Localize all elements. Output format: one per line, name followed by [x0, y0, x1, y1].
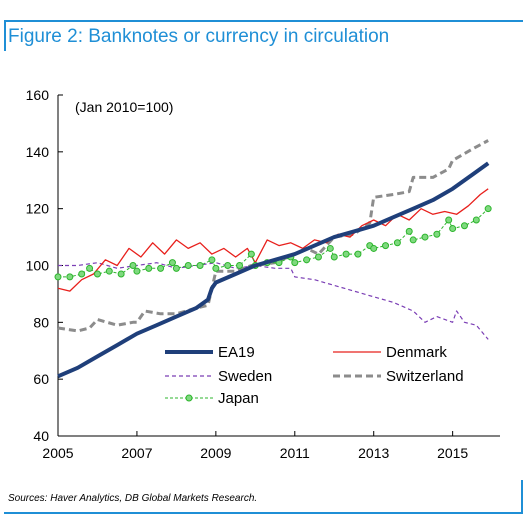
legend-item-sweden: Sweden	[165, 368, 272, 385]
y-tick-label: 40	[33, 428, 49, 444]
y-tick-label: 100	[26, 258, 50, 274]
data-point-japan	[421, 233, 429, 241]
x-tick-label: 2011	[280, 445, 310, 461]
data-point-japan	[172, 264, 180, 272]
data-point-japan	[382, 242, 390, 250]
data-point-japan	[93, 270, 101, 278]
data-point-japan	[145, 264, 153, 272]
y-tick-label: 120	[26, 201, 50, 217]
legend-item-japan: Japan	[165, 390, 259, 407]
x-tick-label: 2015	[437, 445, 468, 461]
series-line-sweden	[58, 262, 489, 340]
figure-title: Figure 2: Banknotes or currency in circu…	[8, 26, 390, 47]
data-point-japan	[54, 273, 62, 281]
data-point-japan	[370, 244, 378, 252]
legend-label: Japan	[218, 390, 259, 407]
data-point-japan	[224, 262, 232, 269]
data-point-japan	[86, 264, 94, 272]
x-tick-label: 2013	[358, 445, 389, 461]
data-point-japan	[303, 256, 311, 264]
data-point-japan	[157, 264, 165, 272]
right-rule	[521, 480, 523, 514]
data-point-japan	[236, 262, 244, 269]
legend-item-ea19: EA19	[165, 344, 255, 361]
data-point-japan	[405, 227, 413, 235]
y-tick-label: 80	[33, 314, 49, 330]
legend-label: Sweden	[218, 368, 272, 385]
legend-item-switzerland: Switzerland	[333, 368, 464, 385]
data-point-japan	[105, 267, 113, 275]
title-rule-left	[4, 20, 6, 51]
legend-marker	[185, 394, 193, 402]
bottom-rule	[4, 512, 523, 514]
data-point-japan	[342, 250, 350, 258]
title-rule	[4, 20, 523, 22]
series-denmark	[57, 188, 489, 292]
y-tick-label: 60	[33, 371, 49, 387]
data-point-japan	[291, 259, 299, 267]
x-tick-label: 2005	[42, 445, 73, 461]
data-point-japan	[326, 244, 334, 252]
data-point-japan	[484, 205, 492, 213]
data-point-japan	[445, 216, 453, 224]
data-point-japan	[449, 225, 457, 233]
data-point-japan	[433, 230, 441, 238]
y-tick-label: 160	[26, 87, 50, 103]
legend-label: EA19	[218, 344, 255, 361]
data-point-japan	[472, 216, 480, 224]
data-point-japan	[409, 236, 417, 244]
data-point-japan	[66, 273, 74, 281]
series-line-denmark	[57, 188, 489, 292]
legend-item-denmark: Denmark	[333, 344, 447, 361]
data-point-japan	[168, 259, 176, 267]
data-point-japan	[212, 264, 220, 272]
data-point-japan	[117, 270, 125, 278]
data-point-japan	[184, 262, 192, 269]
data-point-japan	[129, 262, 137, 269]
chart-annotation: (Jan 2010=100)	[75, 99, 173, 115]
data-point-japan	[208, 256, 216, 264]
data-point-japan	[314, 253, 322, 261]
data-point-japan	[247, 250, 255, 258]
y-tick-label: 140	[26, 144, 50, 160]
x-tick-label: 2007	[121, 445, 152, 461]
source-note: Sources: Haver Analytics, DB Global Mark…	[8, 493, 258, 504]
data-point-japan	[196, 262, 204, 269]
axes: 40 60 80 100 120 140 160 2005 2007 2009 2011 2013 20…	[26, 87, 500, 461]
data-point-japan	[78, 270, 86, 278]
series-line-ea19	[57, 161, 490, 379]
data-point-japan	[133, 267, 141, 275]
data-point-japan	[354, 250, 362, 258]
data-point-japan	[460, 222, 468, 230]
x-tick-label: 2009	[200, 445, 231, 461]
series-ea19	[57, 161, 490, 379]
series-layer	[54, 139, 492, 379]
legend-label: Denmark	[386, 344, 447, 361]
legend-label: Switzerland	[386, 368, 464, 385]
series-sweden	[58, 262, 489, 340]
legend: EA19 Denmark Sweden Switzerland Japan	[165, 344, 464, 407]
data-point-japan	[330, 253, 338, 261]
data-point-japan	[393, 239, 401, 247]
